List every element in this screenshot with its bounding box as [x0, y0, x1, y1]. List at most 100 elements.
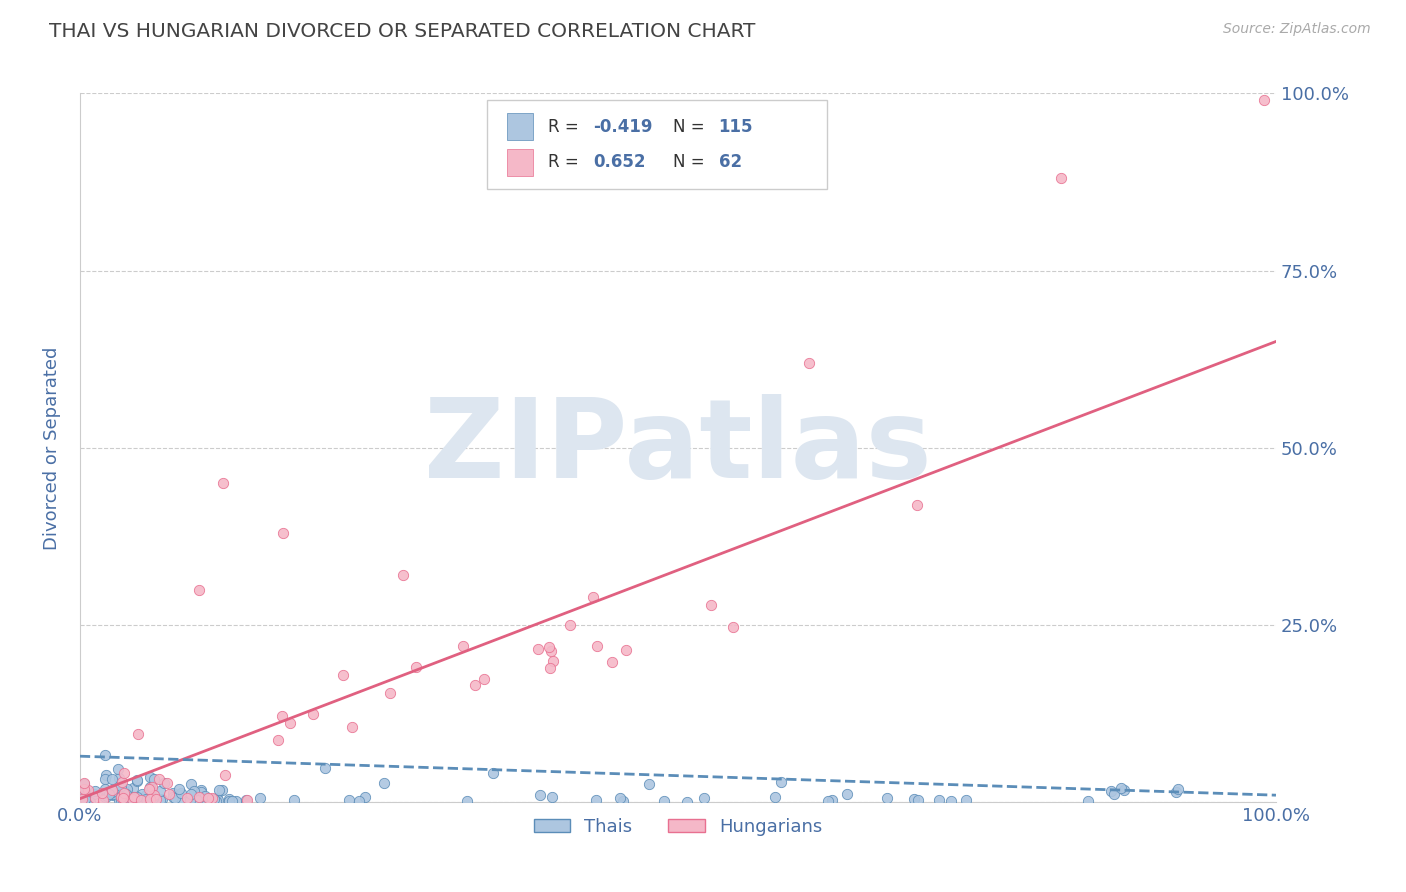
Point — [225, 794, 247, 808]
Point — [93, 790, 115, 805]
Point — [353, 789, 375, 804]
Point — [139, 770, 162, 784]
Point — [205, 794, 228, 808]
Point — [73, 776, 96, 790]
Text: ZIPatlas: ZIPatlas — [425, 394, 932, 501]
Point — [763, 790, 786, 805]
Point — [188, 789, 211, 804]
Point — [139, 780, 162, 794]
Point — [73, 792, 96, 806]
Point — [218, 792, 240, 806]
Point — [1049, 171, 1071, 186]
Point — [129, 793, 152, 807]
Point — [186, 792, 208, 806]
Point — [112, 793, 135, 807]
Point — [127, 789, 149, 804]
Point — [179, 793, 201, 807]
Text: 115: 115 — [718, 118, 754, 136]
Point — [180, 777, 202, 791]
Point — [139, 792, 162, 806]
Point — [456, 794, 478, 808]
Point — [122, 790, 145, 805]
Point — [131, 788, 153, 802]
Point — [267, 733, 290, 747]
Point — [153, 776, 176, 790]
Point — [529, 788, 551, 802]
Point — [165, 791, 187, 805]
Point — [108, 793, 131, 807]
Point — [638, 777, 661, 791]
Point — [194, 789, 217, 804]
Point — [817, 794, 839, 808]
Point — [652, 794, 675, 808]
Point — [107, 762, 129, 776]
Point — [83, 787, 105, 801]
Point — [249, 790, 271, 805]
Point — [169, 785, 191, 799]
Point — [101, 789, 124, 803]
Point — [110, 790, 132, 805]
Point — [207, 793, 229, 807]
Point — [405, 660, 427, 674]
Point — [112, 786, 135, 800]
Point — [821, 793, 844, 807]
Point — [115, 790, 138, 805]
Point — [211, 783, 233, 797]
Point — [104, 788, 127, 802]
Point — [121, 780, 143, 795]
Point — [170, 792, 193, 806]
Point — [271, 709, 294, 723]
Point — [157, 787, 180, 801]
Point — [143, 772, 166, 786]
Point — [156, 776, 179, 790]
Point — [1109, 780, 1132, 795]
Point — [72, 792, 94, 806]
Point — [145, 792, 167, 806]
Text: Source: ZipAtlas.com: Source: ZipAtlas.com — [1223, 22, 1371, 37]
Point — [337, 793, 360, 807]
Point — [214, 767, 236, 781]
Point — [582, 590, 605, 604]
Point — [197, 790, 219, 805]
Point — [723, 620, 745, 634]
Point — [73, 795, 96, 809]
Point — [1253, 94, 1275, 108]
Point — [373, 776, 395, 790]
Point — [905, 498, 928, 512]
Point — [96, 789, 118, 803]
Point — [585, 793, 607, 807]
Point — [150, 792, 173, 806]
Y-axis label: Divorced or Separated: Divorced or Separated — [44, 346, 60, 549]
Point — [167, 782, 190, 797]
Point — [614, 642, 637, 657]
Point — [1077, 794, 1099, 808]
Text: N =: N = — [673, 153, 710, 171]
Point — [101, 785, 124, 799]
Point — [540, 644, 562, 658]
Point — [183, 783, 205, 797]
Point — [675, 795, 697, 809]
Point — [1164, 785, 1187, 799]
Point — [208, 783, 231, 797]
Point — [179, 787, 201, 801]
Point — [125, 772, 148, 787]
Point — [72, 792, 94, 806]
Point — [194, 794, 217, 808]
Legend: Thais, Hungarians: Thais, Hungarians — [526, 811, 830, 843]
Point — [955, 793, 977, 807]
Text: R =: R = — [547, 118, 583, 136]
Point — [693, 791, 716, 805]
Point — [235, 793, 257, 807]
Point — [558, 618, 581, 632]
Point — [340, 720, 363, 734]
Point — [91, 786, 114, 800]
Point — [94, 768, 117, 782]
Point — [148, 772, 170, 786]
Text: 0.652: 0.652 — [593, 153, 645, 171]
Point — [112, 765, 135, 780]
Point — [928, 793, 950, 807]
Point — [207, 790, 229, 805]
Point — [101, 783, 124, 797]
Point — [482, 765, 505, 780]
Point — [278, 715, 301, 730]
